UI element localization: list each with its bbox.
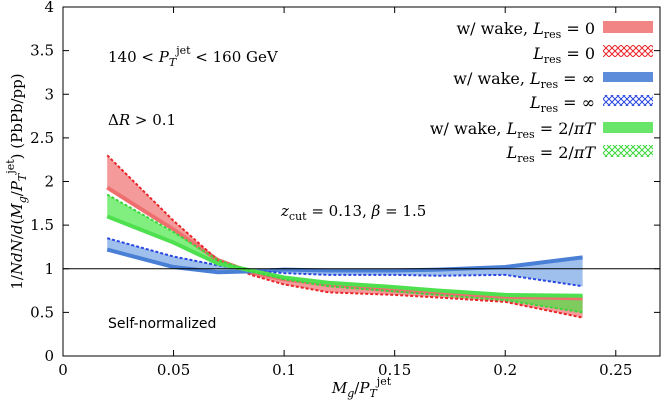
y-tick-label: 3 xyxy=(44,85,54,103)
series-line-6 xyxy=(106,193,583,314)
legend-swatch-2 xyxy=(603,45,653,57)
y-tick-label: 3.5 xyxy=(30,42,54,60)
legend-label-5: w/ wake, Lres = 2/πT xyxy=(430,119,596,141)
series-line-2 xyxy=(106,154,583,319)
x-tick-label: 0.15 xyxy=(378,361,411,379)
annotation-pt-range: 140 < PTjet < 160 GeV xyxy=(108,44,279,69)
y-tick-label: 1 xyxy=(44,260,54,278)
y-tick-label: 2.5 xyxy=(30,129,54,147)
legend-label-1: w/ wake, Lres = 0 xyxy=(456,19,595,41)
legend-swatch-4 xyxy=(603,95,653,106)
band-lres-2pit xyxy=(107,194,583,313)
annotation-delta-r: ΔR > 0.1 xyxy=(108,111,176,129)
legend-label-4: Lres = ∞ xyxy=(529,93,595,115)
data-bands xyxy=(106,154,583,319)
legend: w/ wake, Lres = 0 Lres = 0 w/ wake, Lres… xyxy=(430,19,653,165)
legend-entry-1: w/ wake, Lres = 0 xyxy=(456,19,653,41)
x-tick-label: 0.25 xyxy=(599,361,632,379)
legend-label-2: Lres = 0 xyxy=(532,44,595,66)
axis-ticks: 0 0.05 0.1 0.15 0.2 0.25 0 0.5 1 1.5 2 2.5 3 3.5 4 xyxy=(30,0,660,379)
legend-entry-3: w/ wake, Lres = ∞ xyxy=(453,69,653,91)
legend-swatch-3 xyxy=(603,72,653,82)
x-tick-label: 0.1 xyxy=(272,361,296,379)
legend-entry-5: w/ wake, Lres = 2/πT xyxy=(430,119,653,141)
legend-label-6: Lres = 2/πT xyxy=(506,143,597,165)
legend-entry-4: Lres = ∞ xyxy=(529,93,653,115)
y-tick-label: 4 xyxy=(44,0,54,16)
legend-swatch-6 xyxy=(603,145,653,157)
legend-swatch-1 xyxy=(603,21,653,33)
band-lres-inf xyxy=(107,238,583,287)
y-tick-label: 1.5 xyxy=(30,216,54,234)
legend-entry-6: Lres = 2/πT xyxy=(506,143,653,165)
series-line-4 xyxy=(106,237,583,288)
y-tick-label: 0.5 xyxy=(30,303,54,321)
series-line-5 xyxy=(106,214,583,298)
x-tick-label: 0 xyxy=(58,361,68,379)
plot-frame xyxy=(62,6,661,357)
annotation-zcut-beta: zcut = 0.13, β = 1.5 xyxy=(280,202,426,223)
y-tick-label: 2 xyxy=(44,173,54,191)
legend-label-3: w/ wake, Lres = ∞ xyxy=(453,69,595,91)
x-tick-label: 0.2 xyxy=(493,361,517,379)
annotation-self-normalized: Self-normalized xyxy=(108,316,216,332)
y-tick-label: 0 xyxy=(44,347,54,365)
legend-entry-2: Lres = 0 xyxy=(532,44,653,66)
x-tick-label: 0.05 xyxy=(157,361,190,379)
legend-swatch-5 xyxy=(603,122,653,133)
x-axis-label: Mg/PTjet xyxy=(331,375,392,400)
y-axis-label: 1/NdN/d(Mg/PTjet) (PbPb/pp) xyxy=(4,73,29,289)
